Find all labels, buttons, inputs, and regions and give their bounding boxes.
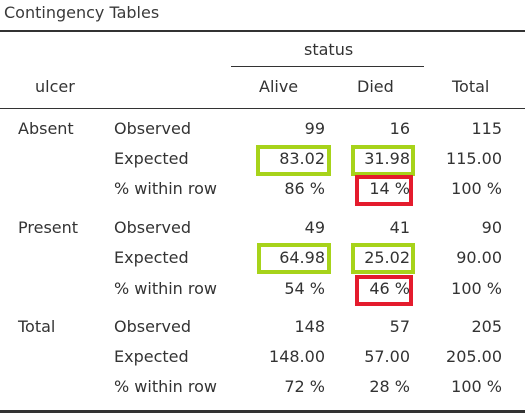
highlight-box-green [257,243,331,274]
top-rule [0,30,525,32]
cell-value: 205.00 [446,347,502,366]
cell-value: 90 [481,218,502,237]
cell-value: 64.98 [279,248,325,267]
cell-value: 86 % [284,179,325,198]
stat-label: % within row [114,377,218,396]
group-label: Present [18,218,79,237]
col-header-total: Total [452,77,490,96]
cell-value: 90.00 [456,248,502,267]
stat-label: % within row [114,279,218,298]
cell-value: 57.00 [364,347,410,366]
cell-value: 16 [389,119,410,138]
highlight-box-red [355,175,413,206]
table-title: Contingency Tables [4,3,160,22]
highlight-box-red [355,275,413,306]
highlight-box-green [351,243,415,274]
cell-value: 115.00 [446,149,502,168]
stat-label: Expected [114,149,189,168]
col-header-alive: Alive [259,77,299,96]
cell-value: 54 % [284,279,325,298]
spanner-rule [231,66,424,67]
cell-value: 14 % [369,179,410,198]
cell-value: 49 [304,218,325,237]
stat-label: Observed [114,317,191,336]
stat-label: Expected [114,347,189,366]
status-spanner: status [304,40,354,59]
stat-label: Observed [114,119,191,138]
bottom-rule [0,410,525,413]
cell-value: 100 % [451,179,502,198]
cell-value: 148 [294,317,325,336]
cell-value: 72 % [284,377,325,396]
cell-value: 205 [471,317,502,336]
highlight-box-green [256,145,331,176]
group-label: Total [18,317,56,336]
cell-value: 46 % [369,279,410,298]
cell-value: 83.02 [279,149,325,168]
stat-label: % within row [114,179,218,198]
stat-label: Expected [114,248,189,267]
header-rule [0,108,525,109]
cell-value: 100 % [451,279,502,298]
row-var-header: ulcer [35,77,75,96]
cell-value: 28 % [369,377,410,396]
cell-value: 57 [389,317,410,336]
cell-value: 100 % [451,377,502,396]
cell-value: 25.02 [364,248,410,267]
cell-value: 31.98 [364,149,410,168]
group-label: Absent [18,119,74,138]
cell-value: 41 [389,218,410,237]
cell-value: 148.00 [269,347,325,366]
col-header-died: Died [357,77,394,96]
cell-value: 99 [304,119,325,138]
highlight-box-green [351,145,415,176]
stat-label: Observed [114,218,191,237]
cell-value: 115 [471,119,502,138]
